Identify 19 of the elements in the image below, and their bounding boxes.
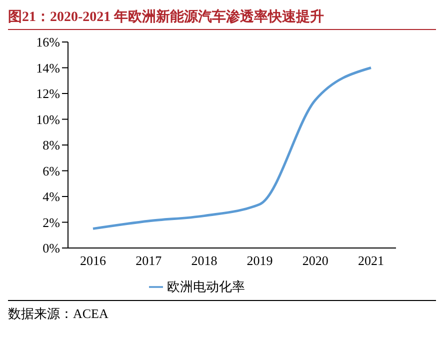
y-tick-label: 4% [42,189,60,204]
x-tick-label: 2018 [191,253,218,268]
source-note: 数据来源：ACEA [8,305,110,323]
y-tick-label: 2% [42,214,60,230]
y-tick-label: 6% [42,163,60,178]
y-tick-label: 0% [42,240,60,256]
x-tick-label: 2017 [136,253,162,268]
x-tick-label: 2020 [302,253,328,268]
y-tick-label: 14% [36,60,60,76]
x-tick-label: 2021 [358,253,384,268]
y-tick-label: 8% [42,138,60,153]
x-tick-label: 2016 [80,253,106,268]
legend-label: 欧洲电动化率 [167,279,245,294]
chart-title: 图21：2020-2021 年欧洲新能源汽车渗透率快速提升 [8,8,436,30]
y-tick-label: 16% [36,34,60,50]
line-series [92,66,372,230]
x-tick-label: 2019 [246,253,273,268]
y-tick-label: 12% [36,86,60,102]
y-tick-label: 10% [36,112,60,127]
